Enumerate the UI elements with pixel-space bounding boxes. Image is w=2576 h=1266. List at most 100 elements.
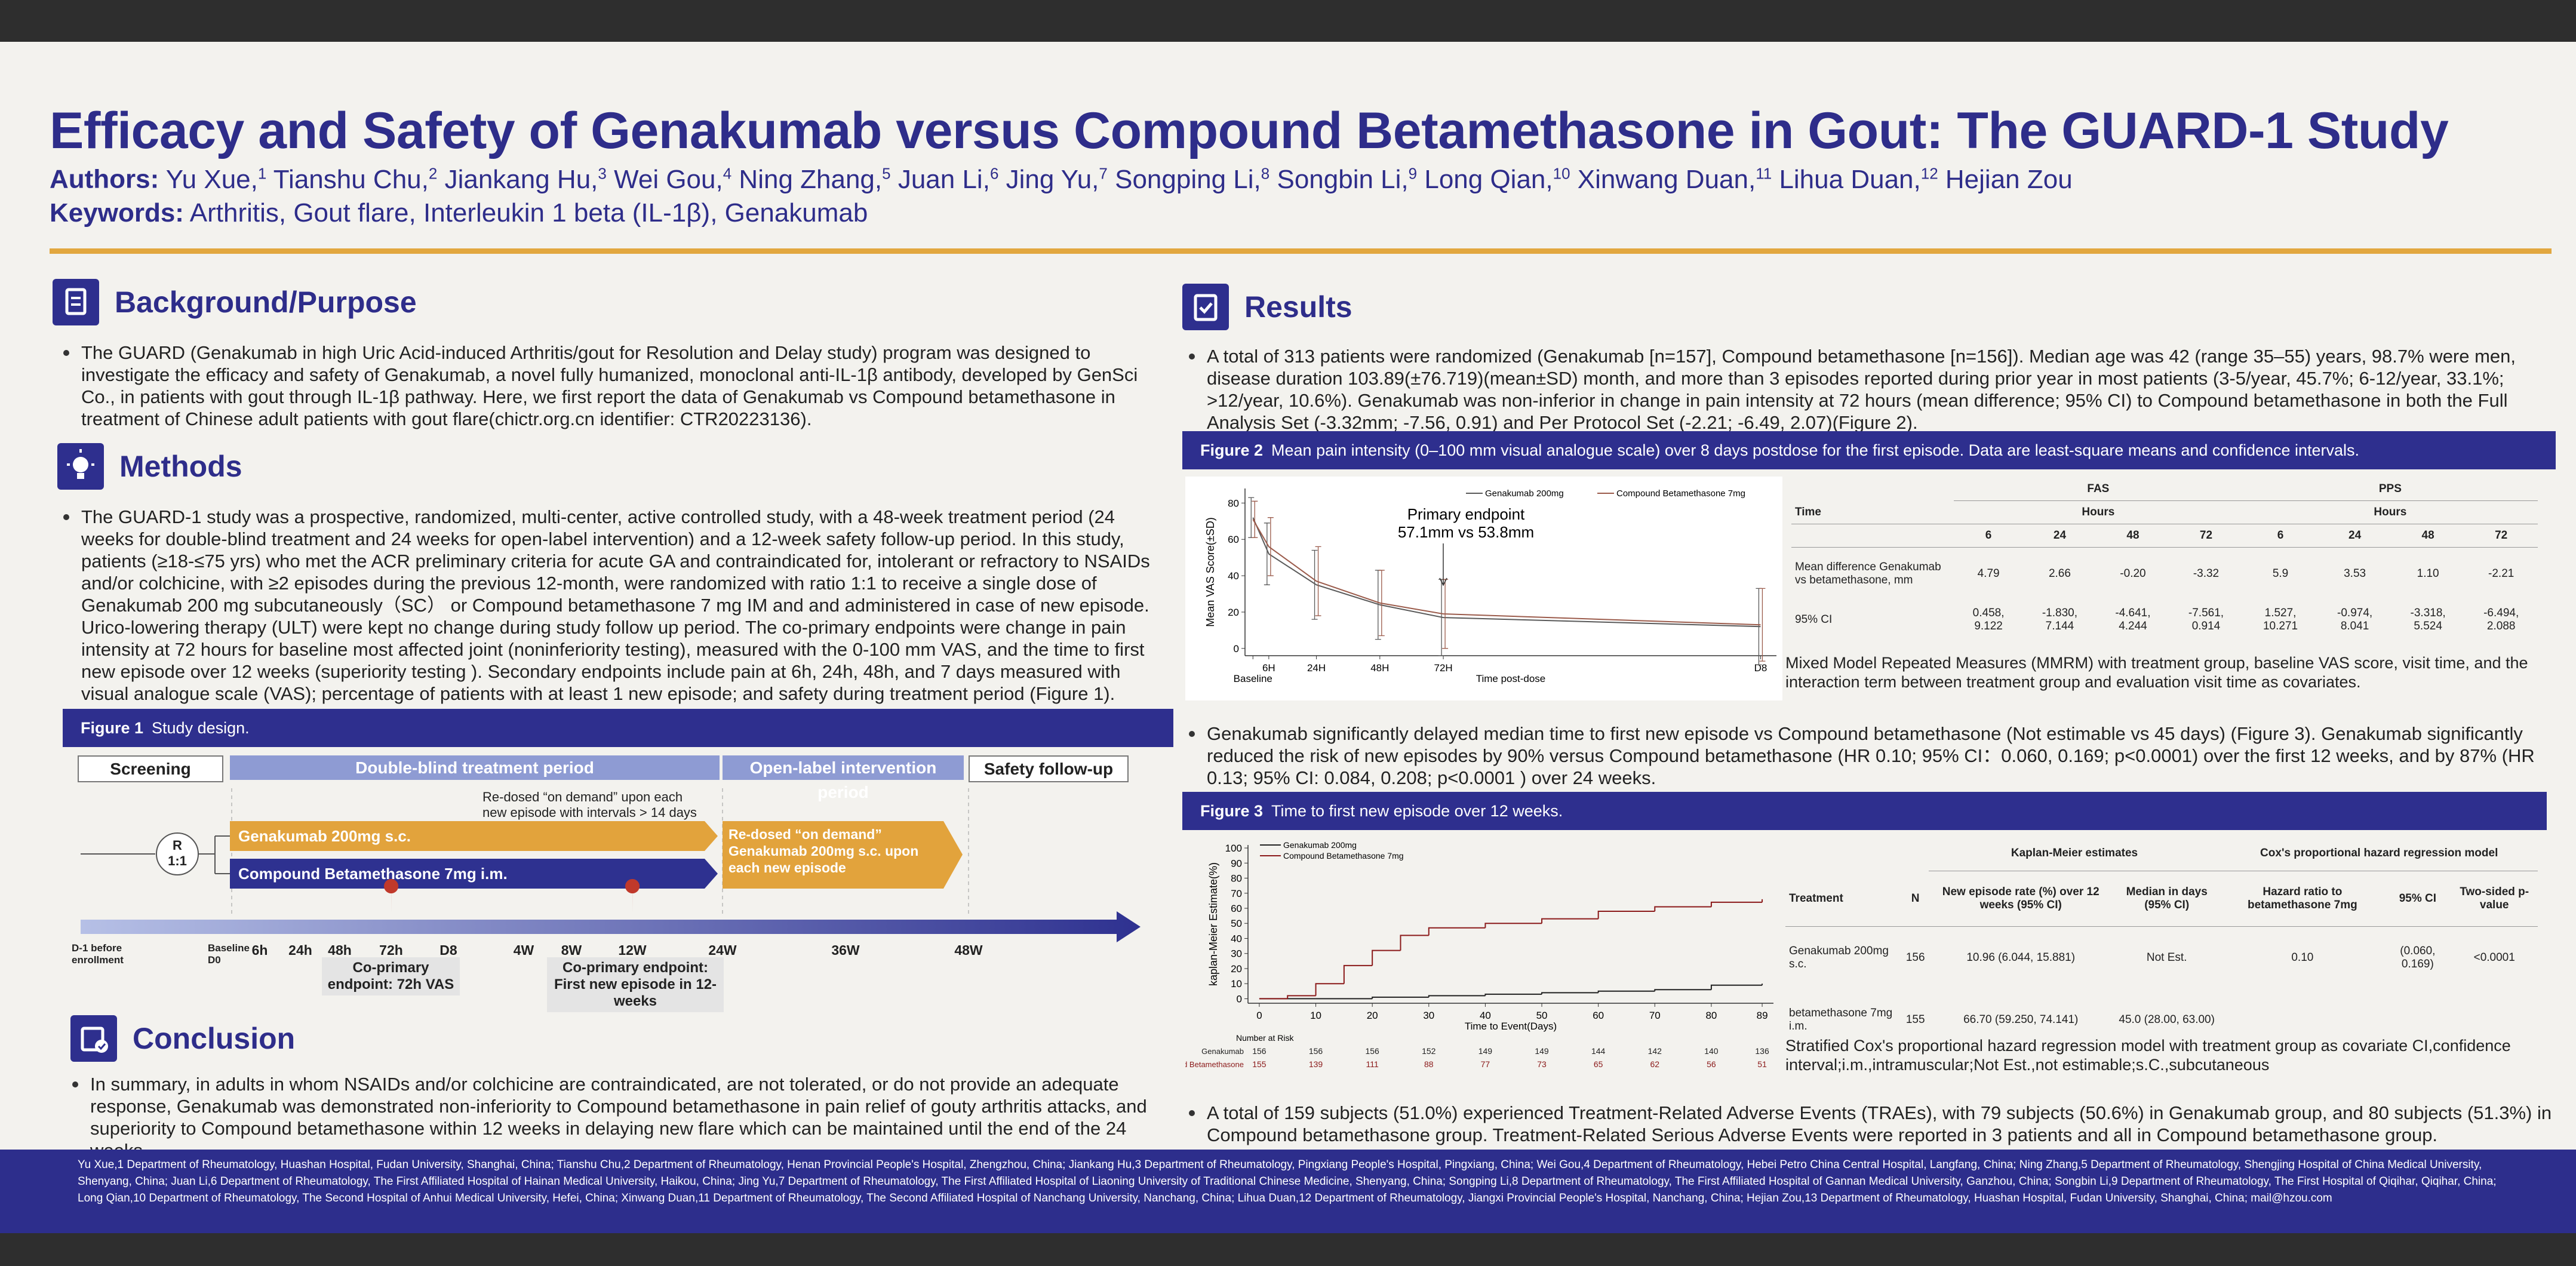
table-cell <box>1791 524 1954 548</box>
randomization: R 1:1 <box>161 838 193 869</box>
table-head: New episode rate (%) over 12 weeks (95% … <box>1928 871 2113 927</box>
authors: Authors: Yu Xue,1 Tianshu Chu,2 Jiankang… <box>50 164 2073 195</box>
author-name: Hejian Zou <box>1945 164 2073 194</box>
author-name: Xinwang Duan, <box>1577 164 1756 194</box>
timeline-label: 24h <box>288 942 312 958</box>
risk-value: 156 <box>1365 1046 1379 1056</box>
table-cell: 10.96 (6.044, 15.881) <box>1966 951 2076 964</box>
km-step <box>1484 993 1542 996</box>
error-bar <box>1759 588 1766 662</box>
timeline-label: 48h <box>328 942 352 958</box>
timeline-label: Baseline D0 <box>208 942 250 966</box>
series-line <box>1252 517 1761 628</box>
risk-value: 144 <box>1591 1046 1606 1056</box>
table-cell: -4.641, 4.244 <box>2115 607 2151 632</box>
author-name: Tianshu Chu, <box>273 164 429 194</box>
section-body: In summary, in adults in whom NSAIDs and… <box>69 1073 1152 1161</box>
table-row: Mean difference Genakumab vs betamethaso… <box>1791 548 2538 601</box>
section-body: A total of 159 subjects (51.0%) experien… <box>1185 1102 2553 1146</box>
y-axis-label: kaplan-Meier Estimate(%) <box>1207 862 1219 986</box>
author-affiliation: 7 <box>1099 164 1108 182</box>
figure-caption: Study design. <box>152 719 250 737</box>
risk-value: 62 <box>1650 1059 1660 1069</box>
author-name: Jiankang Hu, <box>444 164 598 194</box>
y-tick-label: 40 <box>1228 570 1239 582</box>
author-name: Lihua Duan, <box>1779 164 1921 194</box>
y-tick-label: 20 <box>1228 607 1239 618</box>
keywords-text: Arthritis, Gout flare, Interleukin 1 bet… <box>189 198 868 228</box>
risk-value: 152 <box>1422 1046 1436 1056</box>
series-line <box>1252 519 1761 626</box>
timeline-label: 4W <box>513 942 534 958</box>
table: FAS PPS Time Hours Hours 6 24 48 72 6 24 48 72 Mean d… <box>1791 478 2538 640</box>
timeline-label: 24W <box>708 942 737 958</box>
table-row: Time Hours Hours <box>1791 500 2538 524</box>
table-head: Hazard ratio to betamethasone 7mg <box>2220 871 2385 927</box>
x-axis-label: Time to Event(Days) <box>1465 1021 1557 1032</box>
arm: Genakumab 200mg s.c. <box>238 826 411 845</box>
table-cell: 0.10 <box>2291 951 2314 964</box>
author-affiliation: 6 <box>989 164 999 182</box>
error-bar <box>1267 517 1274 576</box>
divider <box>50 248 2552 254</box>
bullet-text: The GUARD (Genakumab in high Uric Acid-i… <box>81 342 1138 429</box>
bullet: Genakumab significantly delayed median t… <box>1185 723 2553 789</box>
table-cell: 66.70 (59.250, 74.141) <box>1963 1013 2079 1026</box>
author-name: Songping Li, <box>1115 164 1261 194</box>
icon <box>53 279 99 325</box>
phase: Open-label intervention period <box>723 755 964 801</box>
endpoint: Co-primary endpoint: First new episode i… <box>547 957 724 1012</box>
km-step <box>1428 995 1486 997</box>
section-header: Conclusion <box>70 1015 295 1062</box>
section-body: The GUARD-1 study was a prospective, ran… <box>60 506 1152 705</box>
section-body: Genakumab significantly delayed median t… <box>1185 723 2553 789</box>
author-list: Yu Xue,1 Tianshu Chu,2 Jiankang Hu,3 Wei… <box>166 164 2073 194</box>
y-tick-label: 40 <box>1231 933 1242 944</box>
chart-panel: 0 20 40 60 80 Baseline 6H 24H 48H 72H D8 Mean VAS S… <box>1185 477 1782 700</box>
table-head: 6 <box>2242 524 2319 548</box>
risk-value: 139 <box>1309 1059 1323 1069</box>
table-cell: 0.458, 9.122 <box>1972 607 2005 632</box>
table-row: Kaplan-Meier estimates Cox's proportional… <box>1785 836 2538 871</box>
risk-value: 149 <box>1535 1046 1549 1056</box>
figure-label: Figure 1 <box>81 719 144 737</box>
table-cell: -6.494, 2.088 <box>2483 607 2519 632</box>
risk-value: 156 <box>1309 1046 1323 1056</box>
table-head: 72 <box>2464 524 2538 548</box>
chart: 0 10 20 30 40 50 60 70 80 90 100 0 10 20 30 40 50 60 70 80 8… <box>1149 840 1773 1069</box>
author-affiliation: 4 <box>723 164 732 182</box>
annotation-arrow <box>1439 543 1447 586</box>
table-group: Cox's proportional hazard regression mod… <box>2220 836 2538 871</box>
x-tick-label: 40 <box>1480 1010 1491 1021</box>
timeline-label: 12W <box>618 942 647 958</box>
table-cell: 155 <box>1905 1013 1925 1026</box>
risk-value: 77 <box>1481 1059 1490 1069</box>
y-tick-label: 70 <box>1231 888 1242 899</box>
bullet-text: Genakumab significantly delayed median t… <box>1207 723 2535 788</box>
risk-value: 149 <box>1478 1046 1493 1056</box>
figure-caption: Mean pain intensity (0–100 mm visual ana… <box>1271 441 2360 459</box>
x-tick-label: 89 <box>1757 1010 1768 1021</box>
error-bar <box>1252 500 1258 538</box>
table-row: 6 24 48 72 6 24 48 72 <box>1791 524 2538 548</box>
error-bar <box>1264 523 1270 585</box>
table-cell: -3.32 <box>2193 567 2220 580</box>
y-tick-label: 90 <box>1231 858 1242 869</box>
x-tick-label: 48H <box>1370 662 1389 674</box>
table-cell: 3.53 <box>2344 567 2366 580</box>
table-row: betamethasone 7mg i.m. 155 66.70 (59.250, … <box>1785 989 2538 1051</box>
risk-value: 73 <box>1537 1059 1547 1069</box>
km-step <box>1484 923 1542 928</box>
keywords: Keywords: Arthritis, Gout flare, Interle… <box>50 198 868 228</box>
y-tick-label: 30 <box>1231 948 1242 960</box>
y-tick-label: 60 <box>1231 903 1242 914</box>
error-bar <box>1311 549 1318 620</box>
y-tick-label: 50 <box>1231 918 1242 929</box>
x-tick-label: 50 <box>1536 1010 1548 1021</box>
y-tick-label: 80 <box>1231 873 1242 884</box>
title: Efficacy and Safety of Genakumab versus … <box>50 102 2449 159</box>
km-step <box>1541 992 1599 994</box>
bullet-text: In summary, in adults in whom NSAIDs and… <box>90 1074 1147 1161</box>
table-cell: 5.9 <box>2272 567 2289 580</box>
